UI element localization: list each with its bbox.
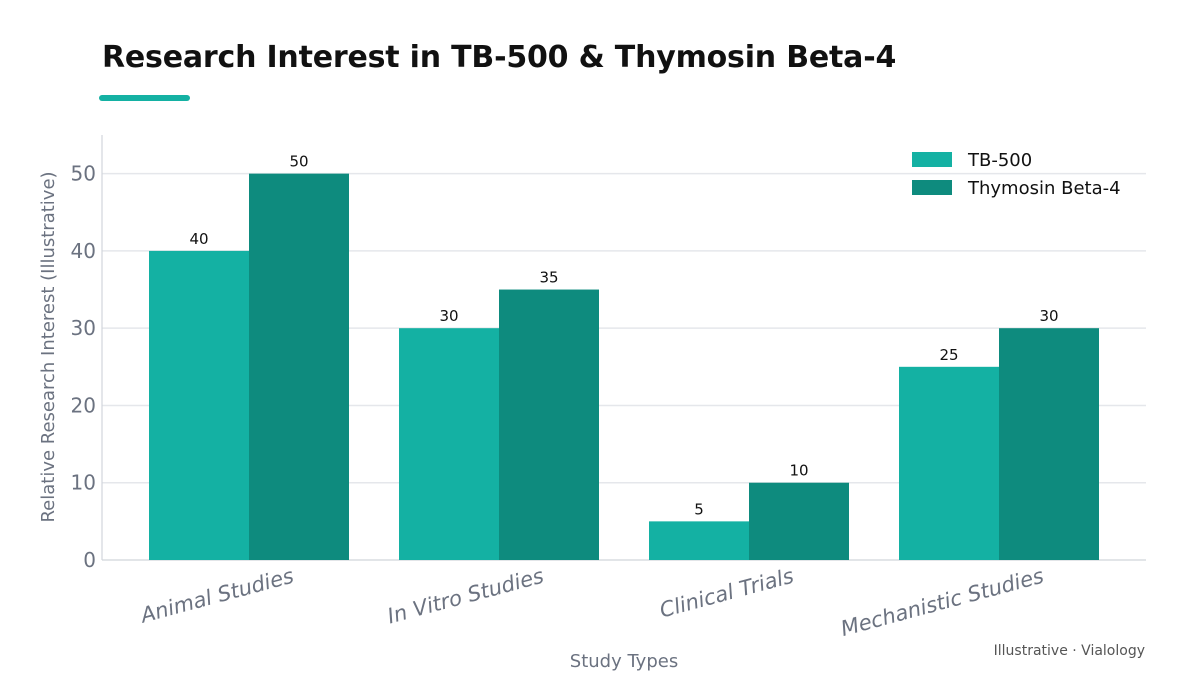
x-tick-label: In Vitro Studies <box>385 564 546 629</box>
y-tick-label: 30 <box>71 316 96 340</box>
legend: TB-500 Thymosin Beta-4 <box>912 150 1121 199</box>
bar-tb500 <box>399 328 499 560</box>
bar-value-label: 10 <box>789 462 808 480</box>
bar-tb500 <box>649 521 749 560</box>
bar-thymosin-beta-4 <box>499 289 599 560</box>
chart-title: Research Interest in TB-500 & Thymosin B… <box>102 40 897 75</box>
x-axis-title: Study Types <box>570 651 678 672</box>
y-axis-title: Relative Research Interest (Illustrative… <box>38 171 59 522</box>
legend-label: Thymosin Beta-4 <box>967 178 1121 199</box>
bar-value-label: 35 <box>539 269 558 287</box>
bar-thymosin-beta-4 <box>999 328 1099 560</box>
bar-tb500 <box>149 250 249 560</box>
bar-value-label: 50 <box>289 153 308 171</box>
x-tick-label: Mechanistic Studies <box>838 564 1046 641</box>
data-labels-layer: 40 50 30 35 5 10 25 30 <box>189 153 1058 519</box>
y-tick-label: 40 <box>71 239 96 263</box>
legend-label: TB-500 <box>967 150 1032 171</box>
legend-swatch <box>912 180 952 195</box>
bars-layer <box>149 173 1099 561</box>
y-tick-label: 0 <box>83 548 96 572</box>
x-tick-label: Clinical Trials <box>657 564 796 623</box>
bar-value-label: 5 <box>694 500 704 518</box>
bar-thymosin-beta-4 <box>749 482 849 560</box>
bar-value-label: 30 <box>439 307 458 325</box>
bar-thymosin-beta-4 <box>249 173 349 561</box>
bar-value-label: 25 <box>939 346 958 364</box>
title-accent-underline <box>99 95 190 101</box>
bar-tb500 <box>899 366 999 560</box>
y-tick-label: 20 <box>71 393 96 417</box>
legend-swatch <box>912 152 952 167</box>
x-tick-label: Animal Studies <box>136 564 296 628</box>
y-tick-label: 50 <box>71 162 96 186</box>
footer-note: Illustrative · Vialology <box>994 643 1145 659</box>
bar-value-label: 30 <box>1039 307 1058 325</box>
bar-value-label: 40 <box>189 230 208 248</box>
y-tick-label: 10 <box>71 471 96 495</box>
